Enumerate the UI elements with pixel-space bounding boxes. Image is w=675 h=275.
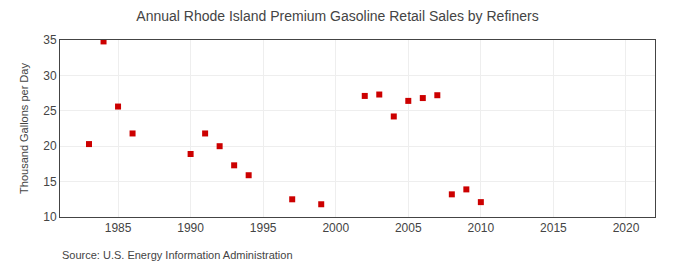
svg-text:Source: U.S. Energy Informatio: Source: U.S. Energy Information Administ… [62, 249, 293, 261]
svg-text:2020: 2020 [613, 221, 640, 235]
svg-text:Thousand Gallons per Day: Thousand Gallons per Day [18, 63, 30, 194]
svg-text:20: 20 [43, 139, 57, 153]
svg-text:2015: 2015 [540, 221, 567, 235]
svg-text:Annual Rhode Island Premium Ga: Annual Rhode Island Premium Gasoline Ret… [136, 8, 538, 24]
svg-text:1995: 1995 [250, 221, 277, 235]
svg-text:25: 25 [43, 104, 57, 118]
svg-text:35: 35 [43, 33, 57, 47]
svg-text:1990: 1990 [177, 221, 204, 235]
svg-text:1985: 1985 [105, 221, 132, 235]
svg-text:30: 30 [43, 69, 57, 83]
svg-text:15: 15 [43, 175, 57, 189]
svg-text:2005: 2005 [395, 221, 422, 235]
svg-text:2010: 2010 [467, 221, 494, 235]
svg-text:2000: 2000 [322, 221, 349, 235]
svg-text:10: 10 [43, 210, 57, 224]
